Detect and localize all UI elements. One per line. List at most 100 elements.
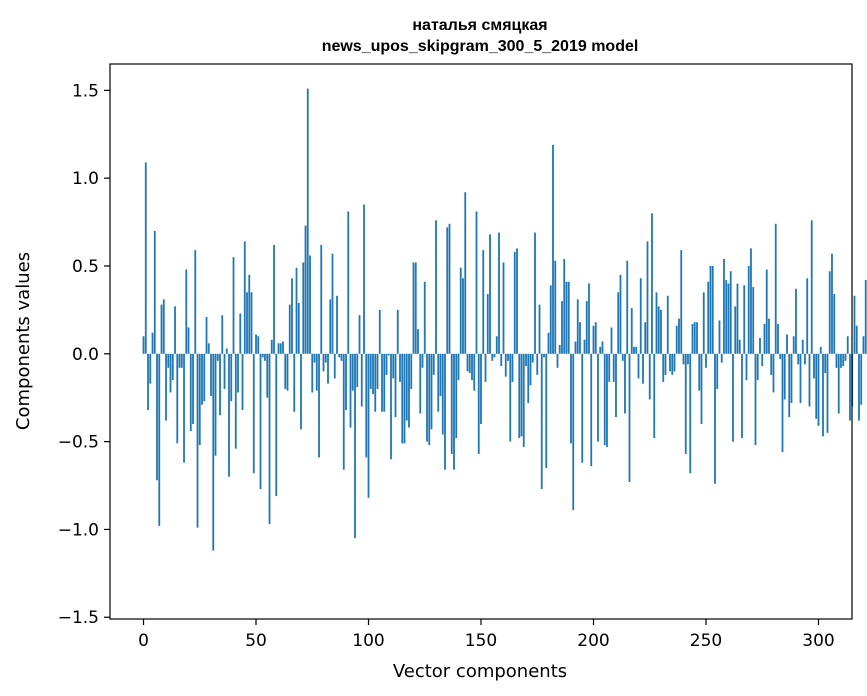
bar-component-235 [671,353,674,375]
bar-component-238 [678,318,680,354]
bar-component-318 [858,353,860,421]
bar-component-279 [770,353,773,375]
x-axis-label: Vector components [393,661,567,682]
bar-component-311 [842,353,845,367]
bar-component-218 [633,346,635,354]
bar-component-247 [698,353,701,391]
bar-component-132 [439,353,442,396]
bar-component-270 [750,248,752,354]
bar-component-116 [403,353,406,444]
bar-component-145 [468,353,471,374]
bar-component-254 [714,353,716,484]
bar-component-161 [504,353,507,377]
bar-component-274 [759,337,761,354]
x-axis-ticks: 0 50 100 150 200 250 300 [138,619,835,651]
bar-component-88 [340,353,343,361]
bar-component-183 [554,260,557,354]
bar-component-85 [333,353,336,379]
bar-component-243 [689,353,692,474]
bar-component-232 [664,353,667,375]
bar-component-66 [291,278,293,354]
bar-component-107 [383,353,386,412]
bar-component-100 [367,353,370,498]
bar-component-87 [338,353,341,358]
y-tick-label: 1.0 [72,169,99,189]
bar-component-152 [484,353,487,382]
bar-component-196 [583,339,586,354]
bar-component-203 [599,346,602,354]
bar-component-273 [756,353,759,381]
bar-component-225 [648,353,651,400]
bar-component-253 [711,265,714,354]
bar-component-36 [223,353,226,389]
bar-component-174 [534,232,536,354]
bar-component-93 [351,353,354,391]
bar-component-53 [261,353,264,358]
bar-component-197 [585,301,588,354]
bar-component-173 [531,353,534,363]
bar-component-67 [293,353,296,412]
bar-component-188 [565,281,568,354]
bar-component-308 [835,353,838,368]
bar-component-131 [437,353,440,412]
bar-component-74 [309,255,311,354]
bar-component-242 [687,353,689,365]
bar-component-303 [824,353,827,374]
bar-component-240 [682,353,685,365]
bar-component-119 [410,353,413,389]
bar-component-125 [423,281,426,354]
bar-component-178 [543,353,545,358]
bar-component-18 [183,353,185,463]
bar-component-251 [707,281,710,354]
bar-component-167 [518,353,521,439]
bar-component-90 [345,353,347,410]
bar-component-186 [561,301,563,354]
x-tick-label: 150 [465,631,497,651]
bar-component-159 [500,353,503,367]
bar-component-191 [572,353,575,511]
y-tick-label: −0.5 [58,433,99,453]
bar-component-241 [684,353,687,454]
bar-component-98 [363,204,365,354]
bar-component-157 [495,336,498,354]
bar-component-227 [653,353,656,439]
bar-component-149 [477,353,480,454]
bar-component-139 [455,353,458,439]
bar-component-189 [567,281,570,354]
bar-component-72 [304,225,307,354]
bar-component-184 [556,353,559,368]
bar-component-210 [615,353,617,418]
bar-component-21 [189,353,192,432]
bar-component-134 [444,353,446,470]
bar-component-230 [660,309,662,354]
bar-component-73 [306,88,309,354]
chart-title: наталья смяцкая [412,17,547,34]
bar-component-285 [783,353,786,400]
bar-component-290 [795,288,797,354]
bar-component-262 [732,353,734,442]
bar-component-35 [221,315,224,354]
bar-component-6 [156,353,158,481]
bar-component-182 [552,144,554,354]
bar-component-62 [282,341,284,354]
bar-component-221 [639,278,642,354]
bar-component-176 [538,304,541,354]
bar-component-13 [171,353,174,381]
bar-component-56 [268,353,271,525]
bar-component-265 [738,339,741,354]
bar-component-15 [176,353,179,444]
bar-component-69 [297,302,300,354]
bar-component-105 [378,309,381,354]
bar-component-228 [655,292,658,354]
bar-component-147 [473,353,476,391]
bar-component-246 [696,322,698,354]
bar-component-106 [381,353,383,412]
bar-component-99 [365,353,368,458]
bar-component-211 [617,292,620,354]
bar-component-26 [201,353,203,405]
bar-component-141 [459,267,462,354]
bar-component-133 [441,353,444,435]
bar-component-204 [601,341,604,354]
y-tick-label: −1.5 [58,608,99,628]
